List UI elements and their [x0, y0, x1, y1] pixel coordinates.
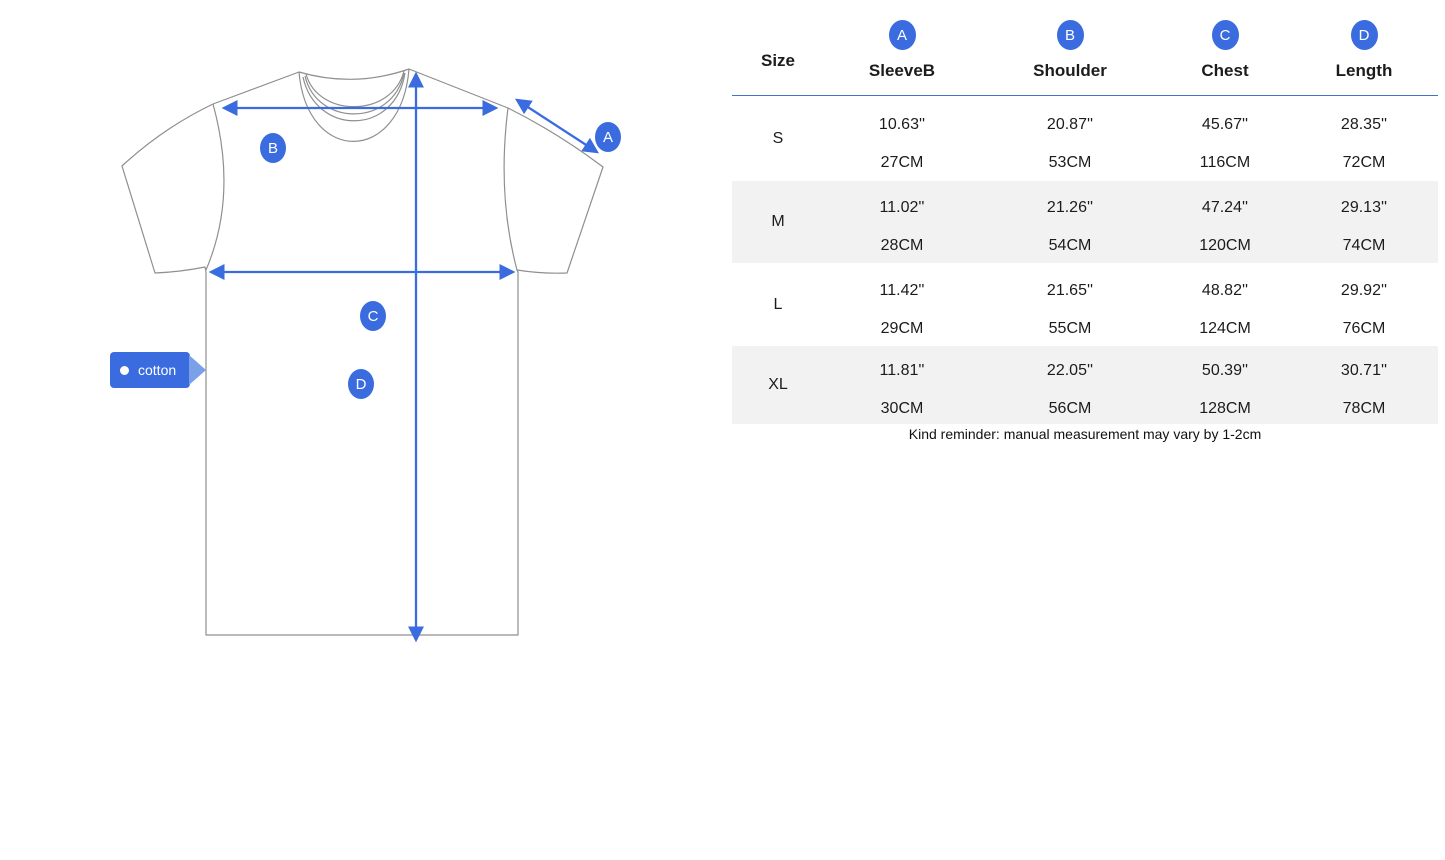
- inch-value: 11.42'': [879, 281, 925, 299]
- column-badge-b: B: [1056, 20, 1084, 50]
- measure-cell: 11.81'' 30CM: [824, 346, 980, 424]
- inch-value: 10.63'': [878, 115, 926, 133]
- column-label-shoulder: Shoulder: [1033, 61, 1107, 80]
- cm-value: 27CM: [880, 153, 924, 171]
- column-label-length: Length: [1335, 61, 1393, 80]
- measure-badge-b: B: [260, 133, 286, 163]
- inch-value: 48.82'': [1201, 281, 1249, 299]
- inch-value: 45.67'': [1201, 115, 1249, 133]
- collar-rib-curve-3: [302, 72, 406, 122]
- inch-value: 22.05'': [1046, 362, 1094, 379]
- armhole-seam-left: [205, 103, 225, 271]
- sleeve-arrow-A: [514, 98, 600, 154]
- inch-value: 11.02'': [879, 199, 925, 216]
- inch-value: 21.65'': [1046, 281, 1094, 299]
- measurement-note: Kind reminder: manual measurement may va…: [908, 426, 1262, 442]
- inch-value: 11.81'': [879, 362, 925, 379]
- table-row-s: S 10.63'' 27CM 20.87'' 53CM 45.67'' 116C…: [732, 96, 1438, 181]
- measure-cell: 29.13'' 74CM: [1290, 181, 1438, 263]
- column-header-size: Size: [760, 51, 796, 70]
- column-header-length: D Length: [1290, 0, 1438, 95]
- cm-value: 128CM: [1199, 400, 1251, 417]
- cm-value: 76CM: [1342, 319, 1386, 337]
- measure-cell: 50.39'' 128CM: [1160, 346, 1290, 424]
- tag-pointer-icon: [189, 355, 206, 385]
- column-badge-a: A: [888, 20, 916, 50]
- inch-value: 30.71'': [1340, 362, 1388, 379]
- measure-cell: 22.05'' 56CM: [980, 346, 1160, 424]
- tshirt-drawing: [121, 68, 604, 643]
- inch-value: 21.26'': [1046, 199, 1094, 216]
- cm-value: 124CM: [1199, 319, 1251, 337]
- cm-value: 78CM: [1342, 400, 1386, 417]
- measure-cell: 11.02'' 28CM: [824, 181, 980, 263]
- fabric-tag-label: cotton: [138, 362, 177, 378]
- measure-cell: 47.24'' 120CM: [1160, 181, 1290, 263]
- size-cell: M: [771, 213, 785, 230]
- measure-cell: 30.71'' 78CM: [1290, 346, 1438, 424]
- table-row-l: L 11.42'' 29CM 21.65'' 55CM 48.82'' 124C…: [732, 263, 1438, 346]
- inch-value: 29.92'': [1340, 281, 1388, 299]
- measure-cell: 48.82'' 124CM: [1160, 263, 1290, 346]
- column-header-chest: C Chest: [1160, 0, 1290, 95]
- cm-value: 54CM: [1048, 237, 1092, 254]
- inch-value: 20.87'': [1046, 115, 1094, 133]
- inch-value: 47.24'': [1201, 199, 1249, 216]
- cm-value: 72CM: [1342, 153, 1386, 171]
- measure-cell: 11.42'' 29CM: [824, 263, 980, 346]
- size-cell: S: [772, 129, 784, 147]
- size-chart-table: Size A SleeveB B Shoulder C Chest D Leng…: [732, 0, 1438, 442]
- cm-value: 56CM: [1048, 400, 1092, 417]
- measure-cell: 28.35'' 72CM: [1290, 96, 1438, 181]
- cm-value: 74CM: [1342, 237, 1386, 254]
- cm-value: 55CM: [1048, 319, 1092, 337]
- table-header-row: Size A SleeveB B Shoulder C Chest D Leng…: [732, 0, 1438, 96]
- measure-badge-c: C: [360, 301, 386, 331]
- measure-cell: 21.65'' 55CM: [980, 263, 1160, 346]
- table-row-xl: XL 11.81'' 30CM 22.05'' 56CM 50.39'' 128…: [732, 346, 1438, 424]
- column-badge-d: D: [1350, 20, 1378, 50]
- cm-value: 116CM: [1199, 153, 1251, 171]
- measure-cell: 20.87'' 53CM: [980, 96, 1160, 181]
- column-header-sleeve: A SleeveB: [824, 0, 980, 95]
- inch-value: 50.39'': [1201, 362, 1249, 379]
- size-cell: XL: [768, 376, 788, 393]
- table-body: S 10.63'' 27CM 20.87'' 53CM 45.67'' 116C…: [732, 96, 1438, 424]
- table-row-m: M 11.02'' 28CM 21.26'' 54CM 47.24'' 120C…: [732, 181, 1438, 263]
- column-label-sleeve: SleeveB: [868, 61, 936, 80]
- measure-cell: 29.92'' 76CM: [1290, 263, 1438, 346]
- inch-value: 28.35'': [1340, 115, 1388, 133]
- measure-cell: 10.63'' 27CM: [824, 96, 980, 181]
- cm-value: 53CM: [1048, 153, 1092, 171]
- bullet-dot-icon: [120, 365, 129, 375]
- fabric-tag: cotton: [110, 352, 206, 388]
- cm-value: 120CM: [1199, 237, 1251, 254]
- measure-badge-d: D: [348, 369, 374, 399]
- measure-badge-a: A: [595, 122, 621, 152]
- tshirt-measurement-diagram: A B C D cotton: [110, 68, 621, 643]
- fabric-tag-body: cotton: [110, 352, 190, 388]
- measure-cell: 21.26'' 54CM: [980, 181, 1160, 263]
- size-cell: L: [773, 295, 783, 313]
- column-header-shoulder: B Shoulder: [980, 0, 1160, 95]
- column-label-chest: Chest: [1201, 61, 1249, 80]
- measure-cell: 45.67'' 116CM: [1160, 96, 1290, 181]
- cm-value: 29CM: [880, 319, 924, 337]
- inch-value: 29.13'': [1340, 199, 1388, 216]
- tshirt-outline: [121, 68, 604, 636]
- cm-value: 28CM: [880, 237, 924, 254]
- column-badge-c: C: [1211, 20, 1239, 50]
- armhole-seam-right: [503, 107, 518, 271]
- cm-value: 30CM: [880, 400, 924, 417]
